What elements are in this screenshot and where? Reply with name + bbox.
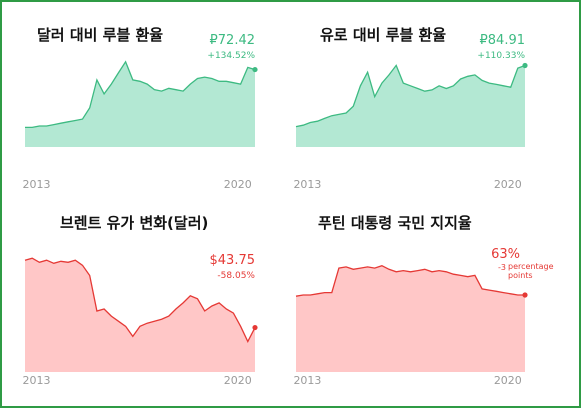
end-label: 63% <box>491 247 520 262</box>
change-label: -58.05% <box>217 271 255 281</box>
area-fill <box>25 61 255 147</box>
change-note: percentage points <box>508 262 554 280</box>
end-point <box>252 66 258 73</box>
end-label: ₽72.42 <box>210 33 256 48</box>
area-fill <box>296 265 525 372</box>
chart-title: 브렌트 유가 변화(달러) <box>60 214 208 232</box>
area-fill <box>296 65 525 147</box>
line <box>295 64 526 128</box>
change-note-box: percentage points <box>508 262 554 280</box>
change-label: -3 <box>498 263 506 272</box>
end-label: ₽84.91 <box>480 33 526 48</box>
x-tick-label: 2020 <box>494 374 522 387</box>
end-point <box>252 324 258 331</box>
x-tick-label: 2020 <box>224 374 252 387</box>
chart-title: 달러 대비 루블 환율 <box>37 26 163 44</box>
x-tick-label: 2020 <box>224 178 252 191</box>
end-point <box>522 62 528 69</box>
x-tick-label: 2013 <box>23 374 51 387</box>
line <box>24 257 256 343</box>
end-point <box>522 292 528 298</box>
x-tick-label: 2020 <box>494 178 522 191</box>
chart-title: 푸틴 대통령 국민 지지율 <box>318 214 472 232</box>
chart-title: 유로 대비 루블 환율 <box>320 26 446 44</box>
x-tick-label: 2013 <box>293 374 321 387</box>
change-label: +110.33% <box>477 51 525 61</box>
x-tick-label: 2013 <box>293 178 321 191</box>
line <box>295 264 525 297</box>
change-label: +134.52% <box>207 51 255 61</box>
end-label: $43.75 <box>210 253 256 268</box>
area-fill <box>25 258 255 372</box>
x-tick-label: 2013 <box>23 178 51 191</box>
line <box>25 60 256 129</box>
